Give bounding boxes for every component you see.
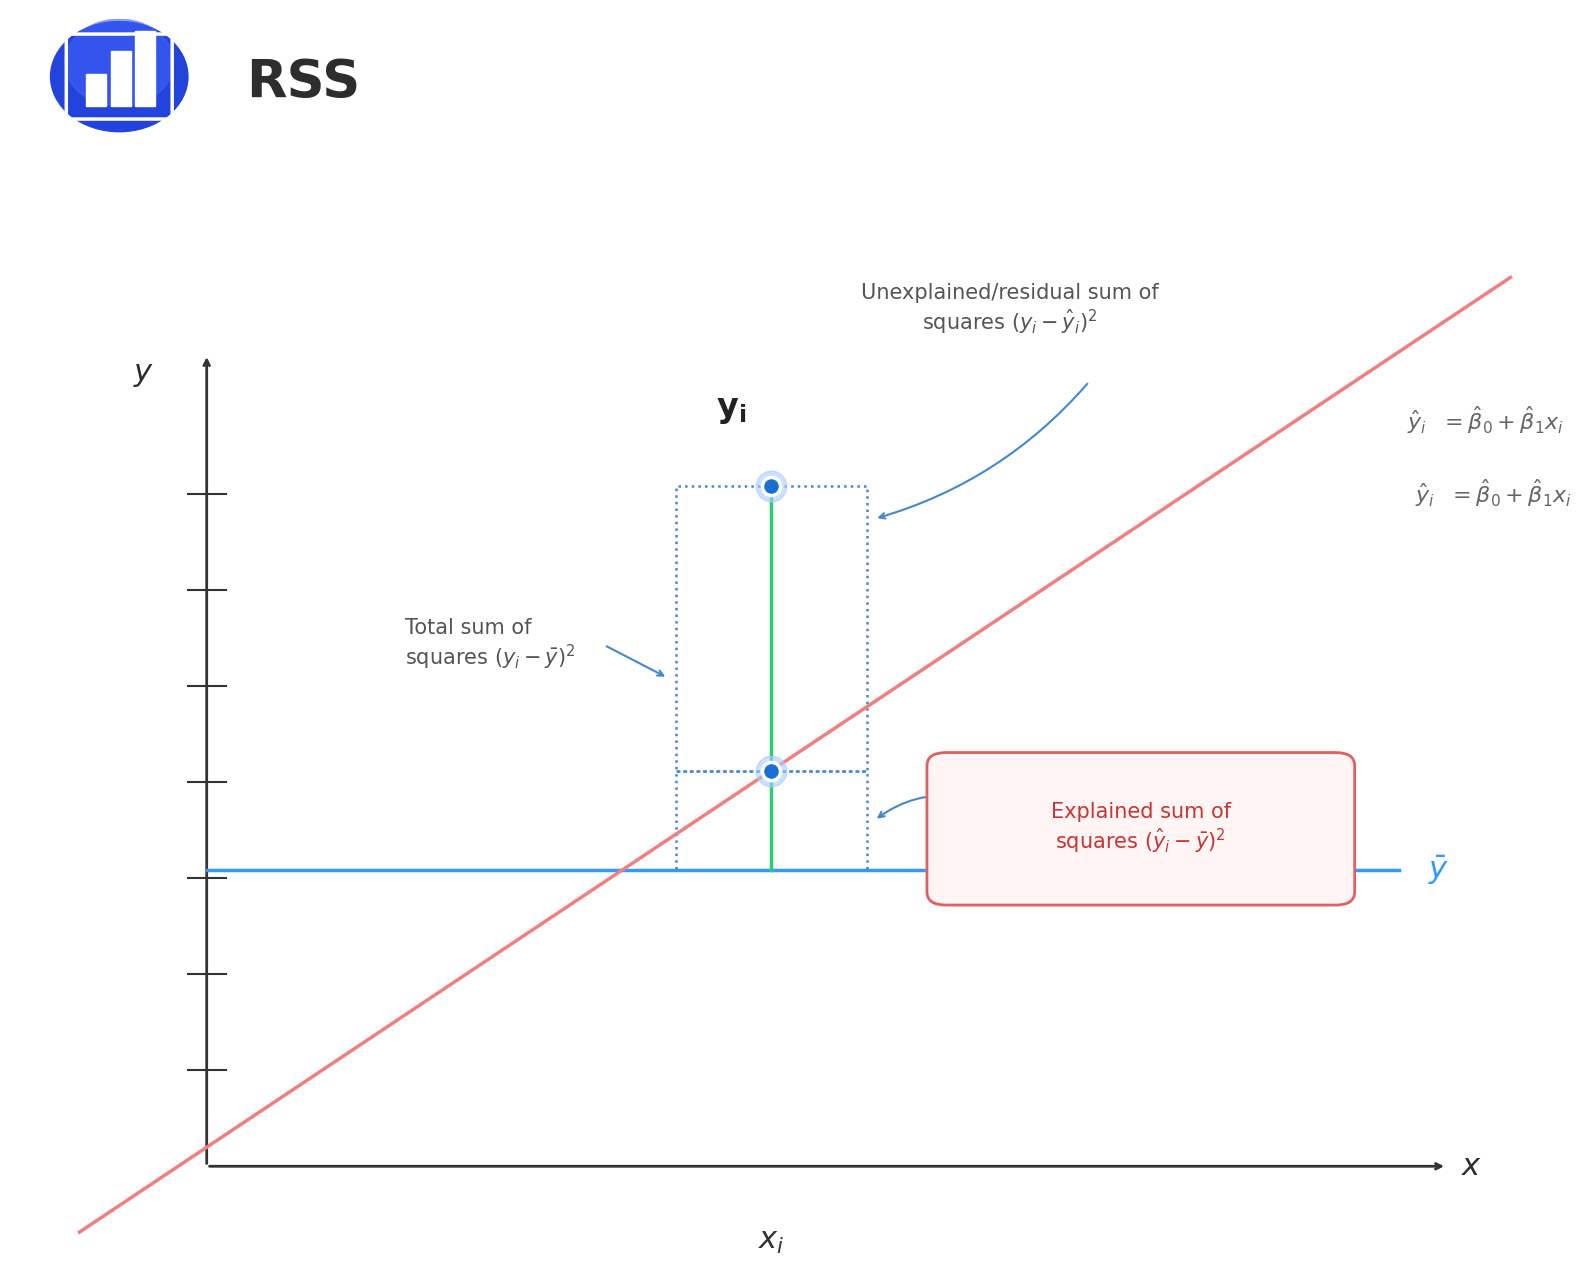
- Circle shape: [118, 75, 121, 78]
- Bar: [86, 74, 107, 106]
- Text: y: y: [134, 359, 153, 387]
- Circle shape: [118, 75, 121, 78]
- Circle shape: [51, 22, 188, 131]
- Text: $x_i$: $x_i$: [758, 1226, 784, 1256]
- Circle shape: [118, 75, 121, 78]
- Circle shape: [118, 75, 121, 78]
- Circle shape: [118, 75, 121, 78]
- Text: $\hat{y}_i \ \ = \hat{\beta}_0 + \hat{\beta}_1 x_i$: $\hat{y}_i \ \ = \hat{\beta}_0 + \hat{\b…: [1415, 477, 1573, 509]
- Circle shape: [118, 75, 121, 78]
- Text: $\bar{y}$: $\bar{y}$: [1428, 854, 1448, 887]
- Circle shape: [118, 75, 121, 78]
- Circle shape: [118, 75, 121, 78]
- Circle shape: [118, 75, 121, 78]
- Bar: [135, 31, 154, 106]
- Circle shape: [118, 75, 121, 78]
- Circle shape: [118, 75, 121, 78]
- Text: x: x: [1461, 1152, 1480, 1180]
- Text: $\hat{y}_i \ \ = \hat{\beta}_0 + \hat{\beta}_1 x_i$: $\hat{y}_i \ \ = \hat{\beta}_0 + \hat{\b…: [1407, 404, 1565, 436]
- Circle shape: [118, 75, 121, 78]
- Bar: [676, 486, 867, 771]
- Bar: [676, 771, 867, 870]
- FancyBboxPatch shape: [927, 753, 1355, 905]
- Bar: [111, 51, 130, 106]
- Circle shape: [118, 75, 121, 78]
- Text: Unexplained/residual sum of
squares $( y_i - \hat{y}_i )^2$: Unexplained/residual sum of squares $( y…: [860, 283, 1159, 337]
- Circle shape: [65, 19, 173, 106]
- Circle shape: [118, 75, 121, 78]
- Circle shape: [118, 75, 121, 78]
- Circle shape: [118, 75, 121, 78]
- Circle shape: [118, 75, 121, 78]
- Circle shape: [118, 75, 121, 78]
- Text: RSS: RSS: [246, 57, 361, 108]
- Text: $\mathbf{y_i}$: $\mathbf{y_i}$: [716, 393, 747, 426]
- Circle shape: [118, 75, 121, 78]
- Text: Explained sum of
squares $( \hat{y}_i - \bar{y} )^2$: Explained sum of squares $( \hat{y}_i - …: [1051, 803, 1231, 856]
- Text: Total sum of
squares $( y_i - \bar{y} )^2$: Total sum of squares $( y_i - \bar{y} )^…: [405, 618, 576, 672]
